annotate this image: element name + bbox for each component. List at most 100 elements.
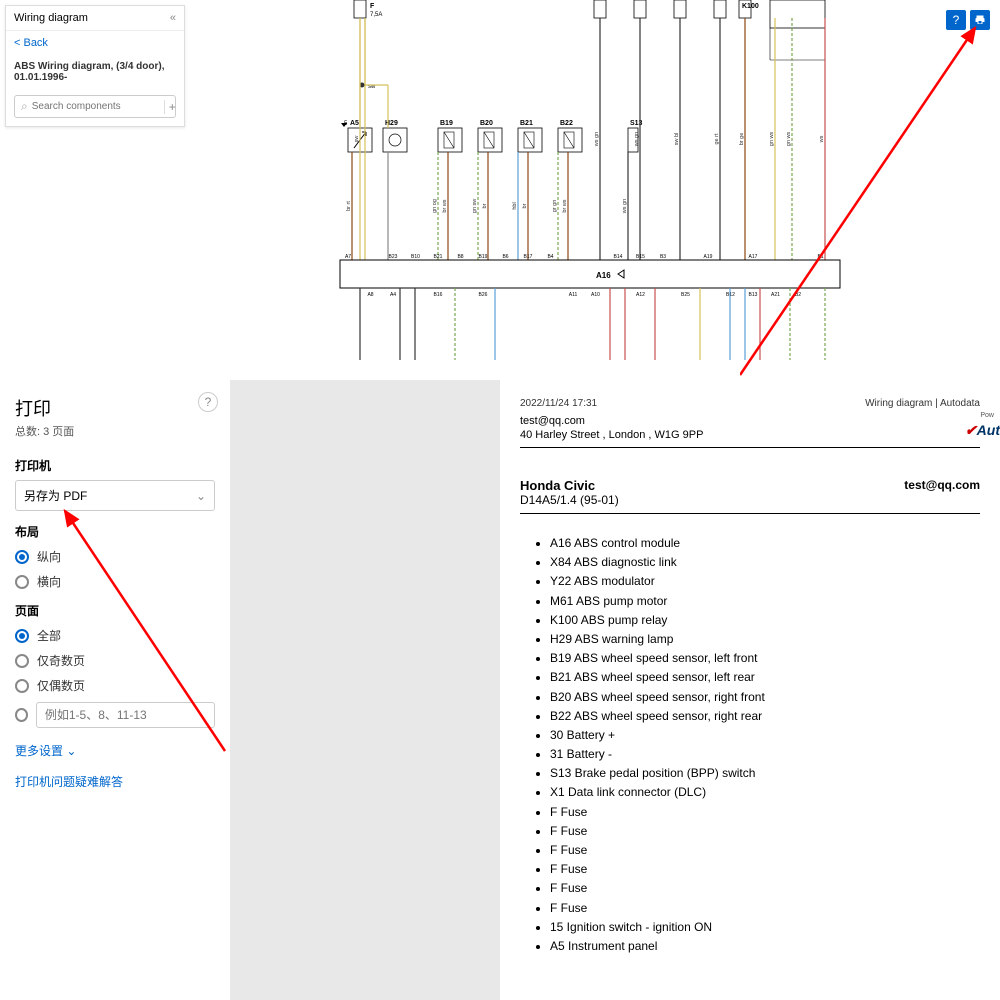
component-list-item: F Fuse (550, 860, 980, 879)
svg-text:br: br (522, 203, 528, 208)
radio-label: 全部 (37, 627, 61, 644)
component-list-item: 15 Ignition switch - ignition ON (550, 918, 980, 937)
svg-text:B10: B10 (411, 254, 420, 260)
svg-text:F: F (370, 3, 375, 10)
component-list-item: H29 ABS warning lamp (550, 630, 980, 649)
user-email: test@qq.com (904, 478, 980, 493)
component-list-item: M61 ABS pump motor (550, 592, 980, 611)
printer-label: 打印机 (15, 457, 215, 474)
svg-text:ws gn: ws gn (594, 132, 600, 147)
svg-text:A16: A16 (596, 271, 611, 280)
preview-address: 40 Harley Street , London , W1G 9PP (520, 429, 980, 448)
svg-text:B1: B1 (817, 254, 823, 260)
svg-text:B8: B8 (457, 254, 463, 260)
svg-text:A17: A17 (749, 254, 758, 260)
svg-text:B3: B3 (660, 254, 666, 260)
component-list-item: K100 ABS pump relay (550, 611, 980, 630)
component-list-item: F Fuse (550, 822, 980, 841)
search-box[interactable]: ⌕ + (14, 95, 176, 118)
svg-text:sw bl: sw bl (674, 133, 680, 146)
sidebar-header: Wiring diagram « (6, 6, 184, 31)
search-icon: ⌕ (21, 99, 28, 114)
radio-icon (15, 708, 28, 722)
svg-text:B21: B21 (434, 254, 443, 260)
printer-value: 另存为 PDF (24, 487, 87, 504)
preview-gutter (230, 380, 500, 1000)
svg-text:S13: S13 (630, 120, 643, 127)
layout-portrait-radio[interactable]: 纵向 (15, 548, 215, 565)
svg-text:B16: B16 (434, 292, 443, 298)
print-button[interactable] (970, 10, 990, 30)
radio-icon (15, 575, 29, 589)
logo-superscript: Pow (980, 412, 994, 419)
svg-text:B17: B17 (524, 254, 533, 260)
radio-label: 仅奇数页 (37, 652, 85, 669)
chevron-down-icon: ⌄ (196, 489, 206, 503)
wiring-diagram-view: Wiring diagram « < Back ABS Wiring diagr… (0, 0, 1000, 380)
troubleshoot-link[interactable]: 打印机问题疑难解答 (15, 773, 215, 790)
svg-text:ws gn: ws gn (634, 132, 640, 147)
pages-all-radio[interactable]: 全部 (15, 627, 215, 644)
svg-text:B19: B19 (479, 254, 488, 260)
svg-text:B23: B23 (389, 254, 398, 260)
svg-text:B25: B25 (681, 292, 690, 298)
vehicle-name: Honda Civic (520, 478, 595, 493)
pages-custom-input[interactable] (36, 702, 215, 728)
component-list-item: X1 Data link connector (DLC) (550, 783, 980, 802)
layout-landscape-radio[interactable]: 横向 (15, 573, 215, 590)
svg-text:A19: A19 (704, 254, 713, 260)
pages-odd-radio[interactable]: 仅奇数页 (15, 652, 215, 669)
component-list-item: F Fuse (550, 841, 980, 860)
collapse-icon[interactable]: « (170, 12, 176, 24)
component-list-item: X84 ABS diagnostic link (550, 553, 980, 572)
svg-text:ws: ws (819, 135, 825, 143)
help-icon[interactable]: ? (198, 392, 218, 412)
svg-text:A5: A5 (350, 120, 359, 127)
wiring-diagram[interactable]: F7,5AK100A5H29B19B20B21B22S13sw5swbr rtg… (200, 0, 960, 360)
pages-label: 页面 (15, 602, 215, 619)
svg-text:7,5A: 7,5A (370, 12, 382, 18)
layout-label: 布局 (15, 523, 215, 540)
radio-icon (15, 629, 29, 643)
svg-text:B21: B21 (520, 120, 533, 127)
sidebar-title-text: Wiring diagram (14, 12, 88, 24)
svg-text:A11: A11 (569, 292, 578, 298)
component-list-item: A16 ABS control module (550, 534, 980, 553)
svg-text:B14: B14 (614, 254, 623, 260)
component-list-item: 31 Battery - (550, 745, 980, 764)
component-list-item: B20 ABS wheel speed sensor, right front (550, 688, 980, 707)
svg-text:B26: B26 (479, 292, 488, 298)
component-list-item: B22 ABS wheel speed sensor, right rear (550, 707, 980, 726)
back-link[interactable]: < Back (6, 31, 184, 55)
svg-text:br: br (482, 203, 488, 208)
radio-icon (15, 550, 29, 564)
svg-text:H29: H29 (385, 120, 398, 127)
print-dialog: ? 打印 总数: 3 页面 打印机 另存为 PDF ⌄ 布局 纵向 横向 页面 … (0, 380, 1000, 1000)
preview-source: Wiring diagram | Autodata (865, 398, 980, 409)
pages-custom-radio[interactable] (15, 702, 215, 728)
printer-dropdown[interactable]: 另存为 PDF ⌄ (15, 480, 215, 511)
print-preview-page: 2022/11/24 17:31 Wiring diagram | Autoda… (500, 380, 1000, 1000)
pages-even-radio[interactable]: 仅偶数页 (15, 677, 215, 694)
svg-text:B2: B2 (795, 292, 801, 298)
svg-text:K100: K100 (742, 3, 759, 10)
svg-text:B4: B4 (547, 254, 553, 260)
svg-text:B12: B12 (726, 292, 735, 298)
preview-email: test@qq.com (520, 415, 980, 427)
radio-label: 纵向 (37, 548, 61, 565)
svg-text:B22: B22 (560, 120, 573, 127)
more-settings-link[interactable]: 更多设置 ⌄ (15, 742, 215, 759)
svg-text:A8: A8 (367, 292, 373, 298)
component-list-item: A5 Instrument panel (550, 937, 980, 956)
component-list-item: S13 Brake pedal position (BPP) switch (550, 764, 980, 783)
expand-icon[interactable]: + (164, 100, 176, 114)
svg-text:B13: B13 (749, 292, 758, 298)
svg-text:br ws: br ws (562, 199, 568, 212)
component-list: A16 ABS control moduleX84 ABS diagnostic… (550, 534, 980, 956)
svg-text:B15: B15 (636, 254, 645, 260)
autodata-logo: ✔Aut (965, 422, 1000, 439)
svg-text:A4: A4 (390, 292, 396, 298)
search-input[interactable] (32, 101, 164, 112)
svg-text:br ge: br ge (739, 133, 745, 146)
svg-text:B6: B6 (502, 254, 508, 260)
